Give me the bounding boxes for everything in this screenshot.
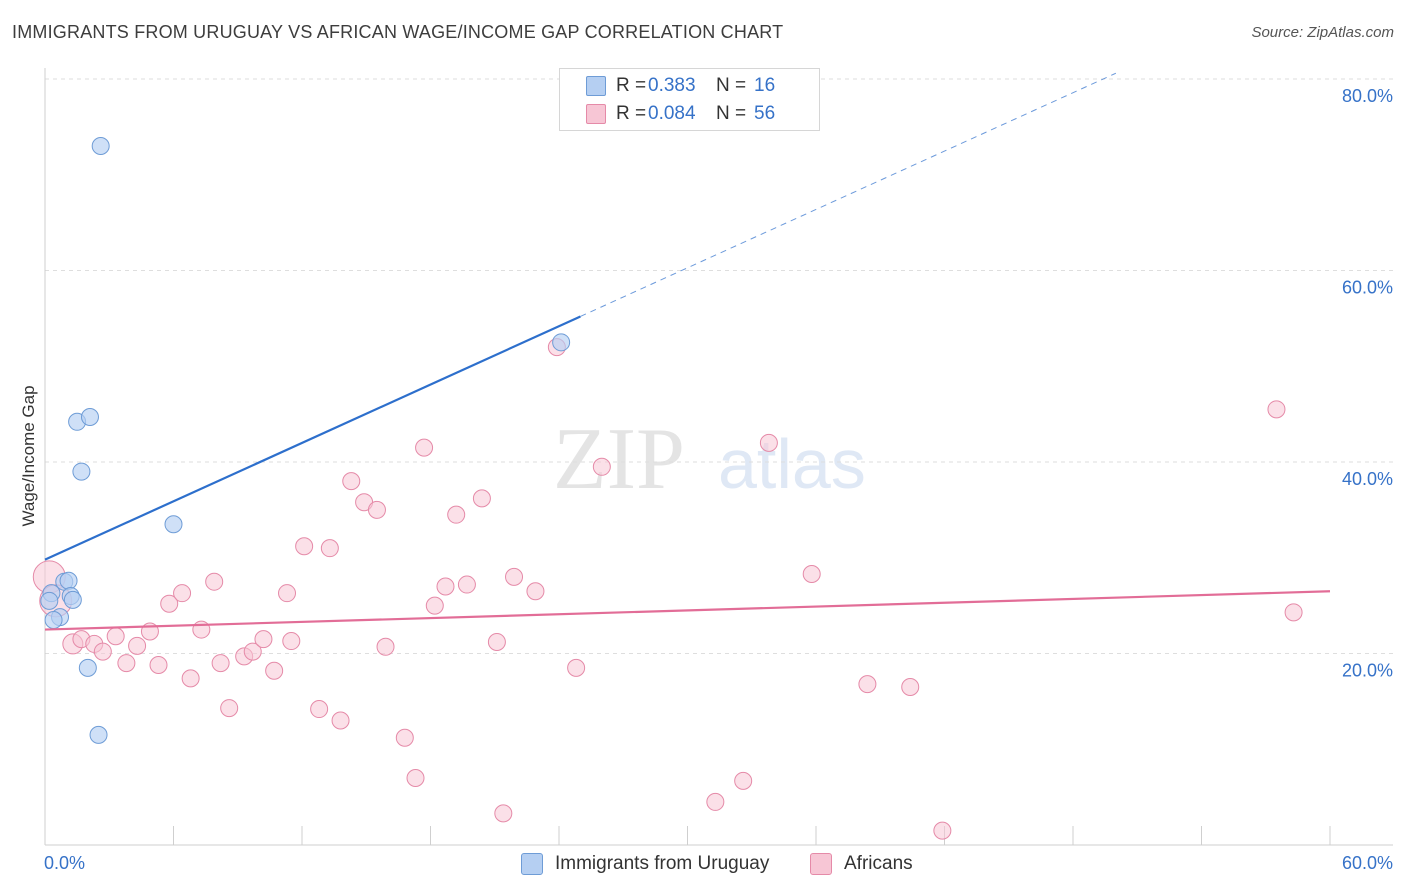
africans-point (436, 577, 455, 596)
africans-point (278, 584, 297, 603)
bottom-legend-uruguay: Immigrants from Uruguay (521, 851, 769, 877)
bottom-legend-label-africans: Africans (844, 853, 913, 874)
axes (44, 68, 1393, 846)
legend-n-value: 16 (754, 75, 776, 96)
legend-r-label: R = (616, 75, 647, 96)
africans-point (243, 642, 262, 661)
africans-point (472, 489, 491, 508)
uruguay-points (40, 137, 571, 744)
uruguay-point (72, 462, 91, 481)
africans-point (220, 699, 239, 718)
africans-point (415, 438, 434, 457)
y-tick-label: 60.0% (1342, 278, 1393, 298)
trend-lines (44, 72, 1331, 631)
africans-point (376, 637, 395, 656)
y-tick-label: 20.0% (1342, 661, 1393, 681)
watermark: ZIP atlas (553, 411, 866, 508)
africans-point (367, 500, 386, 519)
africans-point (211, 654, 230, 673)
africans-point (93, 642, 112, 661)
bottom-legend-swatch-uruguay (521, 853, 543, 875)
africans-point (592, 457, 611, 476)
uruguay-point (63, 590, 82, 609)
africans-point (505, 567, 524, 586)
africans-point (933, 821, 952, 840)
africans-point (265, 661, 284, 680)
bottom-legend-label-uruguay: Immigrants from Uruguay (555, 853, 770, 874)
bottom-legend-africans: Africans (810, 851, 913, 877)
africans-point (282, 632, 301, 651)
africans-point (494, 804, 513, 823)
africans-point (858, 675, 877, 694)
legend-r-value: 0.084 (648, 103, 696, 124)
africans-point (395, 728, 414, 747)
legend-r-value: 0.383 (648, 75, 696, 96)
africans-point (173, 584, 192, 603)
legend-n-label: N = (716, 75, 747, 96)
legend-n-label: N = (716, 103, 747, 124)
x-tick-label-min: 0.0% (44, 853, 85, 873)
africans-trend-line (44, 590, 1331, 631)
africans-point (734, 771, 753, 790)
x-tick-labels: 0.0% 60.0% (44, 853, 1393, 873)
africans-point (295, 537, 314, 556)
africans-point (160, 594, 179, 613)
africans-point (487, 633, 506, 652)
watermark-atlas: atlas (718, 425, 866, 503)
y-tick-label: 40.0% (1342, 469, 1393, 489)
legend-row-uruguay: R = 0.383 N = 16 (586, 74, 775, 98)
africans-point (1284, 603, 1303, 622)
uruguay-trend-line (44, 315, 581, 561)
africans-point (802, 565, 821, 584)
africans-point (192, 620, 211, 639)
legend-n-value: 56 (754, 103, 776, 124)
legend-r-label: R = (616, 103, 647, 124)
uruguay-point (552, 333, 571, 352)
africans-point (310, 700, 329, 719)
africans-point (567, 658, 586, 677)
africans-points (32, 338, 1303, 840)
uruguay-point (78, 658, 97, 677)
chart-title: IMMIGRANTS FROM URUGUAY VS AFRICAN WAGE/… (12, 22, 784, 42)
correlation-legend: R = 0.383 N = 16 R = 0.084 N = 56 (559, 68, 820, 131)
africans-point (106, 627, 125, 646)
africans-point (181, 669, 200, 688)
africans-point (128, 636, 147, 655)
legend-swatch-uruguay (586, 76, 606, 96)
source-credit: Source: ZipAtlas.com (1251, 24, 1394, 41)
africans-point (457, 575, 476, 594)
africans-point (901, 678, 920, 697)
uruguay-point (80, 407, 99, 426)
bottom-legend-swatch-africans (810, 853, 832, 875)
y-tick-label: 80.0% (1342, 86, 1393, 106)
africans-point (706, 792, 725, 811)
africans-point (406, 768, 425, 787)
uruguay-point (44, 610, 63, 629)
africans-point (149, 655, 168, 674)
africans-point (342, 472, 361, 491)
africans-point (1267, 400, 1286, 419)
africans-point (331, 711, 350, 730)
uruguay-point (40, 591, 59, 610)
africans-point (447, 505, 466, 524)
y-tick-labels: 20.0% 40.0% 60.0% 80.0% (1342, 86, 1393, 681)
uruguay-point (91, 137, 110, 156)
africans-point (526, 582, 545, 601)
x-tick-label-max: 60.0% (1342, 853, 1393, 873)
legend-row-africans: R = 0.084 N = 56 (586, 102, 775, 126)
legend-swatch-africans (586, 104, 606, 124)
uruguay-point (59, 571, 78, 590)
africans-point (759, 433, 778, 452)
y-axis-label: Wage/Income Gap (19, 385, 38, 526)
africans-point (117, 654, 136, 673)
africans-point (425, 596, 444, 615)
africans-point (254, 630, 273, 649)
uruguay-point (89, 725, 108, 744)
gridlines (45, 78, 1393, 654)
watermark-zip: ZIP (553, 411, 685, 508)
uruguay-point (164, 515, 183, 534)
africans-point (320, 539, 339, 558)
africans-point (205, 572, 224, 591)
